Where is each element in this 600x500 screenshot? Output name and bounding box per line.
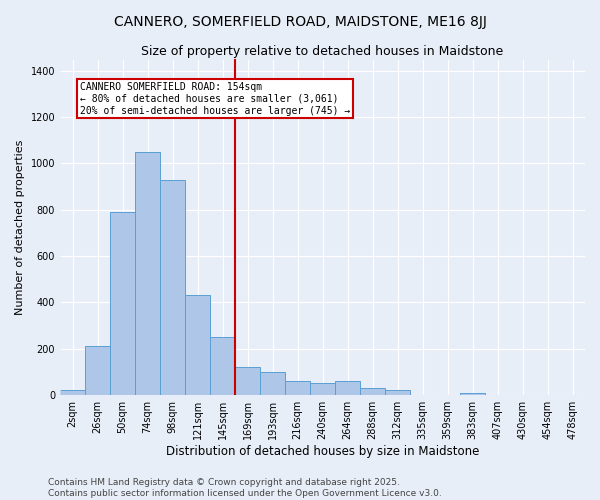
Bar: [385, 390, 410, 395]
Bar: [335, 381, 360, 395]
Bar: [160, 180, 185, 395]
Bar: [135, 152, 160, 395]
Bar: [360, 388, 385, 395]
Bar: [110, 212, 135, 395]
Bar: [85, 346, 110, 395]
Bar: [210, 337, 235, 395]
Title: Size of property relative to detached houses in Maidstone: Size of property relative to detached ho…: [142, 45, 503, 58]
Bar: [285, 381, 310, 395]
Y-axis label: Number of detached properties: Number of detached properties: [15, 140, 25, 314]
X-axis label: Distribution of detached houses by size in Maidstone: Distribution of detached houses by size …: [166, 444, 479, 458]
Text: Contains HM Land Registry data © Crown copyright and database right 2025.
Contai: Contains HM Land Registry data © Crown c…: [48, 478, 442, 498]
Text: CANNERO, SOMERFIELD ROAD, MAIDSTONE, ME16 8JJ: CANNERO, SOMERFIELD ROAD, MAIDSTONE, ME1…: [113, 15, 487, 29]
Bar: [460, 392, 485, 395]
Bar: [260, 372, 285, 395]
Bar: [60, 390, 85, 395]
Text: CANNERO SOMERFIELD ROAD: 154sqm
← 80% of detached houses are smaller (3,061)
20%: CANNERO SOMERFIELD ROAD: 154sqm ← 80% of…: [80, 82, 350, 116]
Bar: [235, 367, 260, 395]
Bar: [185, 296, 210, 395]
Bar: [310, 384, 335, 395]
